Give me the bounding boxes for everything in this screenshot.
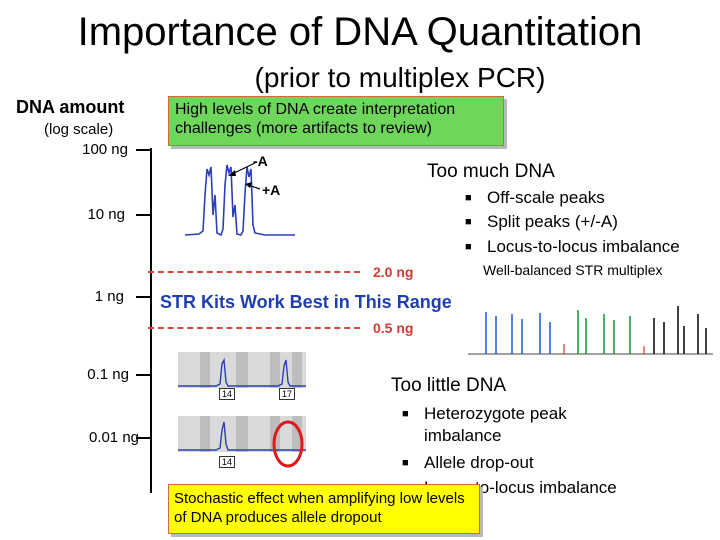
lower-range-label: 0.5 ng bbox=[373, 320, 414, 336]
too-much-bullet-2: ■ Split peaks (+/-A) bbox=[465, 211, 618, 233]
bullet-text: Allele drop-out bbox=[424, 453, 534, 472]
slide-title: Importance of DNA Quantitation bbox=[77, 10, 643, 54]
dropout-circle bbox=[272, 420, 304, 468]
high-dna-callout: High levels of DNA create interpretation… bbox=[168, 96, 504, 146]
axis-title: DNA amount bbox=[16, 97, 125, 117]
bullet-marker: ■ bbox=[465, 241, 472, 253]
allele-box-14-top: 14 bbox=[219, 388, 236, 400]
slide-subtitle: (prior to multiplex PCR) bbox=[254, 62, 546, 93]
plus-a-label: +A bbox=[262, 182, 281, 198]
bullet-marker: ■ bbox=[465, 192, 472, 204]
balanced-multiplex-label: Well-balanced STR multiplex bbox=[483, 262, 663, 278]
axis-scale-label: (log scale) bbox=[44, 121, 114, 138]
bullet-text: Heterozygote peak imbalance bbox=[424, 404, 567, 445]
bullet-marker: ■ bbox=[402, 457, 409, 469]
bullet-text: Split peaks (+/-A) bbox=[487, 212, 618, 231]
tick-1ng bbox=[136, 296, 152, 298]
low-dna-panel-top bbox=[178, 352, 306, 388]
upper-range-line bbox=[148, 271, 360, 273]
tick-0.01ng bbox=[136, 437, 152, 439]
bullet-marker: ■ bbox=[465, 216, 472, 228]
optimal-range-text: STR Kits Work Best in This Range bbox=[160, 292, 452, 312]
too-much-bullet-1: ■ Off-scale peaks bbox=[465, 187, 605, 209]
bullet-marker: ■ bbox=[402, 408, 409, 420]
tick-10ng bbox=[136, 214, 152, 216]
bullet-text: Locus-to-locus imbalance bbox=[487, 237, 680, 256]
too-little-heading: Too little DNA bbox=[391, 375, 507, 396]
minus-a-label: -A bbox=[253, 153, 268, 169]
tick-label-1ng: 1 ng bbox=[94, 288, 124, 305]
too-much-heading: Too much DNA bbox=[427, 161, 555, 182]
tick-0.1ng bbox=[136, 374, 152, 376]
allele-box-14-bottom: 14 bbox=[219, 456, 236, 468]
peak-arrows bbox=[228, 162, 261, 190]
allele-box-17-top: 17 bbox=[279, 388, 296, 400]
too-little-bullet-2: ■ Allele drop-out bbox=[402, 452, 534, 474]
upper-range-label: 2.0 ng bbox=[373, 264, 414, 280]
tick-label-100ng: 100 ng bbox=[82, 141, 128, 158]
lower-range-line bbox=[148, 327, 360, 329]
tick-label-0.1ng: 0.1 ng bbox=[87, 366, 129, 383]
tick-label-10ng: 10 ng bbox=[87, 206, 125, 223]
stochastic-callout: Stochastic effect when amplifying low le… bbox=[168, 484, 480, 534]
tick-label-0.01ng: 0.01 ng bbox=[88, 429, 139, 446]
tick-100ng bbox=[136, 149, 152, 151]
overloaded-peaks-trace bbox=[185, 164, 295, 237]
balanced-multiplex-trace bbox=[468, 306, 713, 355]
too-little-bullet-1: ■ Heterozygote peak imbalance bbox=[402, 403, 662, 447]
too-much-bullet-3: ■ Locus-to-locus imbalance bbox=[465, 236, 680, 258]
vertical-axis bbox=[150, 148, 152, 493]
bullet-text: Off-scale peaks bbox=[487, 188, 605, 207]
